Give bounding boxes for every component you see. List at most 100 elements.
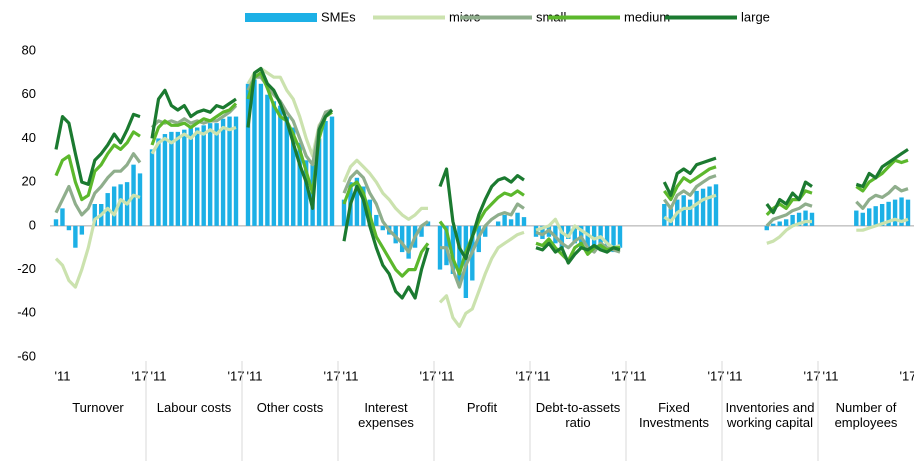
panel-label: Number of employees	[834, 400, 898, 430]
panel-label: Inventories and working capital	[725, 400, 815, 430]
line	[765, 202, 813, 228]
line	[855, 148, 909, 189]
line	[663, 193, 717, 224]
bar	[111, 186, 117, 226]
x-tick-label: '17	[516, 368, 533, 383]
line	[535, 237, 620, 263]
bar	[233, 116, 239, 226]
bar	[668, 208, 673, 226]
bar	[515, 212, 520, 226]
x-tick-label: '11	[630, 368, 646, 383]
line	[54, 112, 141, 186]
x-tick-label: '17	[132, 368, 149, 383]
bar	[60, 208, 65, 226]
bar	[803, 210, 808, 226]
bar	[175, 131, 181, 226]
bar	[591, 225, 597, 248]
line	[765, 180, 813, 215]
panel-label: Profit	[466, 400, 498, 415]
bar	[444, 225, 449, 266]
line	[342, 158, 428, 221]
bar	[854, 210, 859, 226]
y-tick-label: -20	[17, 261, 36, 276]
bar	[809, 212, 815, 226]
x-tick-label: '11	[534, 368, 550, 383]
line	[54, 130, 141, 202]
panel-label: Debt-to-assets ratio	[535, 400, 621, 430]
line	[246, 66, 334, 210]
line	[766, 219, 812, 245]
bar	[291, 127, 296, 226]
bar	[764, 225, 769, 231]
bar	[284, 116, 289, 226]
bar	[214, 123, 219, 226]
x-tick-label: '11	[438, 368, 454, 383]
bar	[380, 225, 385, 231]
x-tick-label: '11	[54, 368, 70, 383]
bar	[611, 225, 616, 253]
x-tick-label: '17	[708, 368, 725, 383]
line	[662, 156, 717, 197]
bar	[687, 199, 693, 226]
bar	[92, 204, 97, 226]
bar	[79, 225, 85, 235]
bar	[323, 120, 328, 226]
bar	[297, 142, 302, 226]
bar	[425, 221, 431, 226]
bar	[265, 94, 270, 226]
x-tick-label: '17	[324, 368, 341, 383]
bar	[707, 186, 712, 226]
line	[663, 174, 717, 210]
legend-label: large	[741, 9, 770, 24]
bar	[879, 204, 885, 226]
y-tick-label: -40	[17, 305, 36, 320]
bar	[860, 212, 865, 226]
bar	[777, 221, 782, 226]
bar	[713, 184, 719, 226]
bar	[873, 206, 878, 226]
bar	[188, 127, 193, 226]
bar	[156, 138, 161, 226]
bar	[457, 225, 462, 285]
bar	[681, 195, 686, 226]
bar	[495, 221, 501, 226]
bar	[771, 223, 776, 226]
bar	[227, 116, 232, 226]
line	[535, 228, 621, 254]
x-tick-label: '11	[726, 368, 742, 383]
bar	[867, 208, 872, 226]
bar	[617, 225, 623, 248]
x-tick-label: '11	[822, 368, 838, 383]
bar	[149, 149, 155, 226]
bar	[905, 199, 911, 226]
bar	[53, 219, 59, 226]
bar	[892, 199, 898, 226]
bar	[220, 118, 226, 226]
bar	[374, 214, 379, 226]
bar	[162, 134, 168, 226]
y-tick-label: 40	[22, 130, 36, 145]
bar	[316, 138, 322, 226]
line	[440, 202, 525, 289]
bar	[137, 173, 143, 226]
bar	[572, 225, 577, 244]
line	[342, 180, 430, 278]
bar	[406, 225, 411, 259]
line	[663, 165, 717, 202]
bar	[195, 127, 200, 226]
panel-label: Fixed Investments	[638, 400, 710, 430]
bar	[354, 177, 360, 226]
line	[438, 230, 525, 328]
panel-label: Interest expenses	[358, 400, 414, 430]
bar	[604, 225, 610, 246]
legend-label: medium	[624, 9, 670, 24]
bar	[271, 101, 277, 226]
x-tick-label: '11	[342, 368, 358, 383]
line	[342, 184, 430, 300]
bar	[508, 219, 514, 226]
bar	[258, 83, 264, 226]
bar	[341, 199, 347, 226]
panel-label: Labour costs	[156, 400, 232, 415]
